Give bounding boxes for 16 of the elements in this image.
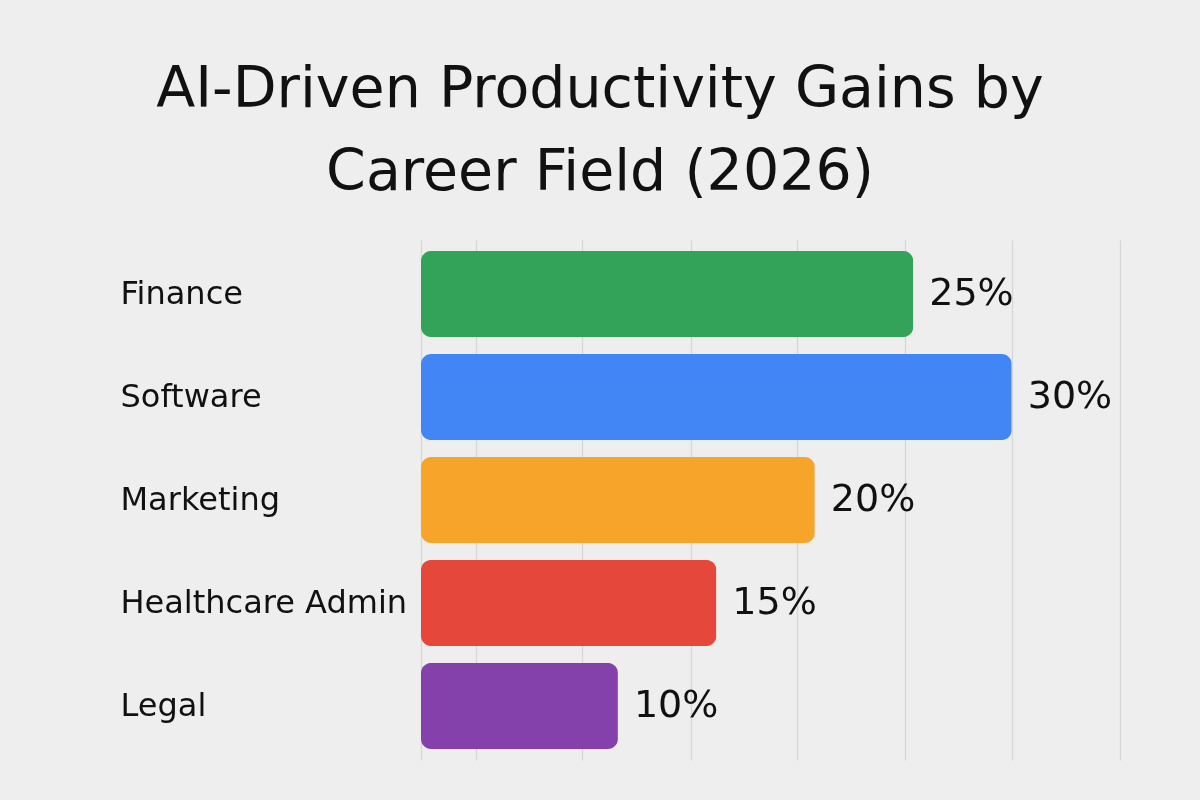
data-label: 25%: [929, 270, 1014, 315]
bar: [421, 354, 1012, 441]
bar: [421, 251, 914, 338]
y-tick-label: Marketing: [120, 480, 280, 518]
y-tick-label: Software: [120, 377, 262, 416]
data-label: 20%: [830, 476, 916, 520]
y-tick-label: Healthcare Admin: [120, 582, 408, 621]
data-label: 30%: [1027, 373, 1113, 418]
y-tick-label: Legal: [120, 685, 207, 724]
data-label: 15%: [732, 578, 817, 623]
data-label: 10%: [633, 681, 719, 726]
bar: [421, 662, 618, 749]
bar: [421, 457, 815, 543]
chart-title: AI-Driven Productivity Gains by Career Field (2026): [156, 54, 1044, 203]
bar: [421, 559, 717, 646]
y-tick-label: Finance: [120, 274, 243, 313]
